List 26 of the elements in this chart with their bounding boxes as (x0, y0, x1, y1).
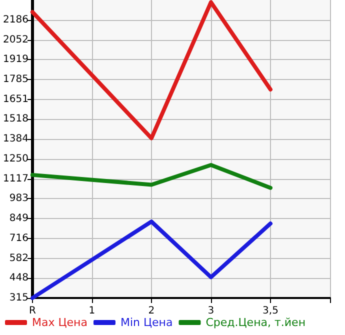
x-tick-label: 2 (148, 306, 155, 316)
y-tick-label: 448 (9, 272, 28, 284)
x-tick-label: R (28, 306, 36, 316)
y-tick-label: 849 (9, 213, 28, 224)
y-tick-label: 1785 (2, 74, 28, 86)
y-tick-label: 1384 (2, 134, 28, 145)
legend-label: Min Цена (120, 316, 173, 329)
y-tick-label: 716 (9, 232, 28, 244)
y-tick-label: 315 (9, 292, 28, 304)
x-tick-label: 3,5 (262, 306, 278, 316)
y-tick-label: 2052 (2, 34, 28, 46)
legend-label: Max Цена (32, 316, 88, 329)
line-series (30, 0, 272, 140)
line-series (30, 162, 272, 190)
legend-label: Сред.Цена, т.йен (206, 316, 306, 329)
y-tick-label: 1518 (2, 114, 28, 125)
y-tick-label: 1919 (2, 54, 28, 66)
y-tick-label: 2186 (2, 14, 28, 26)
y-tick-label: 983 (9, 193, 28, 204)
y-tick-label: 1651 (2, 94, 28, 105)
line-series (30, 220, 272, 300)
x-tick-label: 1 (88, 306, 96, 316)
x-tick-label: 3 (208, 306, 214, 316)
y-tick-label: 1250 (2, 154, 28, 165)
y-tick-label: 1117 (2, 173, 28, 184)
y-tick-label: 582 (9, 252, 28, 264)
